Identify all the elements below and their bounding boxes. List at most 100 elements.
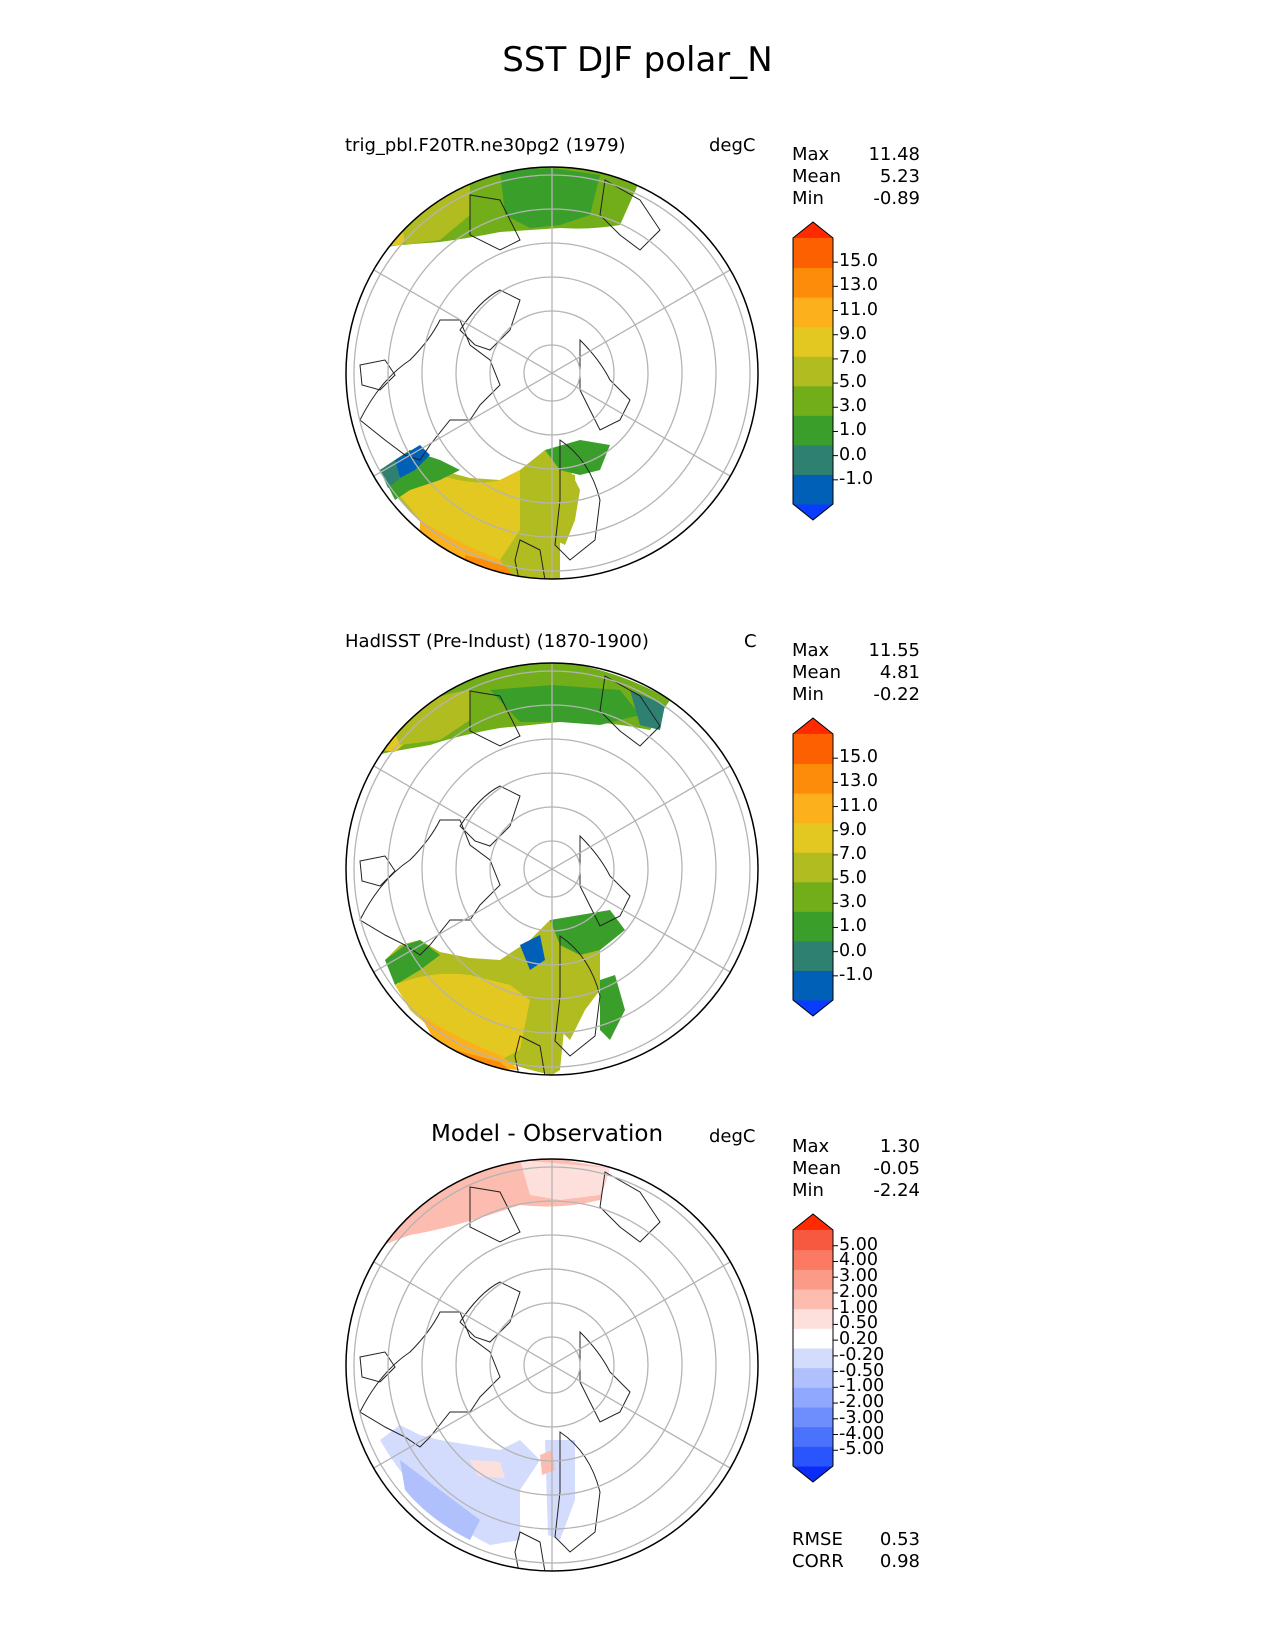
colorbar-swatch (793, 793, 833, 824)
stat-value: -2.24 (873, 1180, 920, 1201)
metric-label: CORR (792, 1551, 844, 1572)
ocean-region (550, 910, 625, 955)
colorbar-tick-label: 5.00 (839, 1234, 878, 1255)
colorbar-swatch (793, 970, 833, 1001)
coastline (579, 834, 631, 927)
colorbar-swatch (793, 1249, 833, 1270)
coastline (514, 1035, 546, 1075)
colorbar-swatch (793, 734, 833, 765)
coastline (359, 359, 396, 391)
ocean-region (346, 663, 670, 770)
coastline (599, 1171, 661, 1243)
colorbar-tick-label: 1.0 (839, 420, 867, 441)
stat-value: -0.22 (873, 684, 920, 705)
colorbar-swatch (793, 1289, 833, 1310)
colorbar-tick-label: 9.0 (839, 819, 867, 840)
colorbar-swatch (793, 474, 833, 505)
ocean-region (395, 973, 530, 1060)
colorbar-tick-label: 2.00 (839, 1281, 878, 1302)
colorbar-extend-max (793, 1214, 833, 1230)
coastline (359, 855, 396, 887)
diff-region (400, 1460, 480, 1540)
map-boundary (345, 662, 759, 1076)
colorbar-tick-label: 13.0 (839, 275, 878, 296)
colorbar-swatch (793, 881, 833, 912)
colorbar-reference (792, 717, 838, 1017)
colorbar-tick-label: -1.0 (839, 964, 874, 985)
colorbar-tick-label: 0.0 (839, 940, 867, 961)
figure-title: SST DJF polar_N (502, 40, 773, 80)
colorbar-swatch (793, 1446, 833, 1467)
stat-label: Max (792, 640, 830, 661)
colorbar-tick-label: -3.00 (839, 1407, 885, 1428)
colorbar-tick-label: -0.20 (839, 1344, 885, 1365)
stat-value: -0.05 (873, 1158, 920, 1179)
colorbar-tick-label: 5.0 (839, 372, 867, 393)
colorbar-swatch (793, 1407, 833, 1428)
colorbar-tick-label: 3.00 (839, 1266, 878, 1287)
stat-label: Max (792, 144, 830, 165)
map-test (345, 166, 759, 580)
colorbar-swatch (793, 1308, 833, 1329)
panel-title-test: trig_pbl.F20TR.ne30pg2 (1979) (345, 135, 626, 156)
colorbar-tick-label: 15.0 (839, 747, 878, 768)
diff-region (380, 1425, 540, 1545)
colorbar-tick-label: 11.0 (839, 795, 878, 816)
ocean-region (560, 950, 600, 1040)
stat-label: Min (792, 188, 824, 209)
diff-region (470, 1460, 505, 1478)
colorbar-swatch (793, 763, 833, 794)
colorbar-swatch (793, 1387, 833, 1408)
colorbar-swatch (793, 326, 833, 357)
colorbar-outline (792, 221, 834, 521)
stat-value: 11.55 (868, 640, 920, 661)
map-boundary (345, 166, 759, 580)
colorbar-tick-label: 1.00 (839, 1297, 878, 1318)
coastline (359, 819, 501, 956)
colorbar-extend-min (793, 504, 833, 520)
colorbar-tick-label: 15.0 (839, 251, 878, 272)
colorbar-tick-label: -0.50 (839, 1360, 885, 1381)
ocean-region (545, 440, 610, 475)
stat-label: Mean (792, 1158, 842, 1179)
diff-region (540, 1450, 555, 1475)
colorbar-swatch (793, 852, 833, 883)
colorbar-tick-label: 5.0 (839, 868, 867, 889)
map-difference (345, 1158, 759, 1572)
coastline (514, 539, 546, 579)
graticule (353, 663, 751, 1075)
coastline (514, 1531, 546, 1571)
metric-value: 0.53 (879, 1529, 920, 1550)
colorbar-swatch (793, 1230, 833, 1251)
metric-value: 0.98 (879, 1551, 920, 1572)
ocean-region (395, 445, 430, 478)
ocean-region (380, 460, 400, 488)
colorbar-swatch (793, 356, 833, 387)
colorbar-swatch (793, 297, 833, 328)
colorbar-tick-label: 0.20 (839, 1329, 878, 1350)
graticule (353, 1159, 751, 1571)
ocean-region (500, 168, 600, 228)
colorbar-swatch (793, 267, 833, 298)
colorbar-tick-label: 0.50 (839, 1313, 878, 1334)
colorbar-extend-min (793, 1466, 833, 1482)
stat-value: 1.30 (879, 1136, 920, 1157)
colorbar-tick-label: 7.0 (839, 843, 867, 864)
colorbar-tick-label: 0.0 (839, 444, 867, 465)
stat-value: 11.48 (868, 144, 920, 165)
coastline (469, 1186, 521, 1243)
colorbar-tick-label: 4.00 (839, 1250, 878, 1271)
colorbar-swatch (793, 1328, 833, 1349)
ocean-region (420, 1015, 520, 1070)
colorbar-tick-label: 13.0 (839, 771, 878, 792)
graticule (353, 167, 751, 579)
ocean-region (400, 185, 470, 245)
panel-title-reference: HadISST (Pre-Indust) (1870-1900) (345, 631, 649, 652)
stat-value: 4.81 (879, 662, 920, 683)
colorbar-tick-label: -1.00 (839, 1376, 885, 1397)
map-reference (345, 662, 759, 1076)
coastline (359, 1351, 396, 1383)
coastline (469, 690, 521, 747)
colorbar-tick-label: 9.0 (839, 323, 867, 344)
